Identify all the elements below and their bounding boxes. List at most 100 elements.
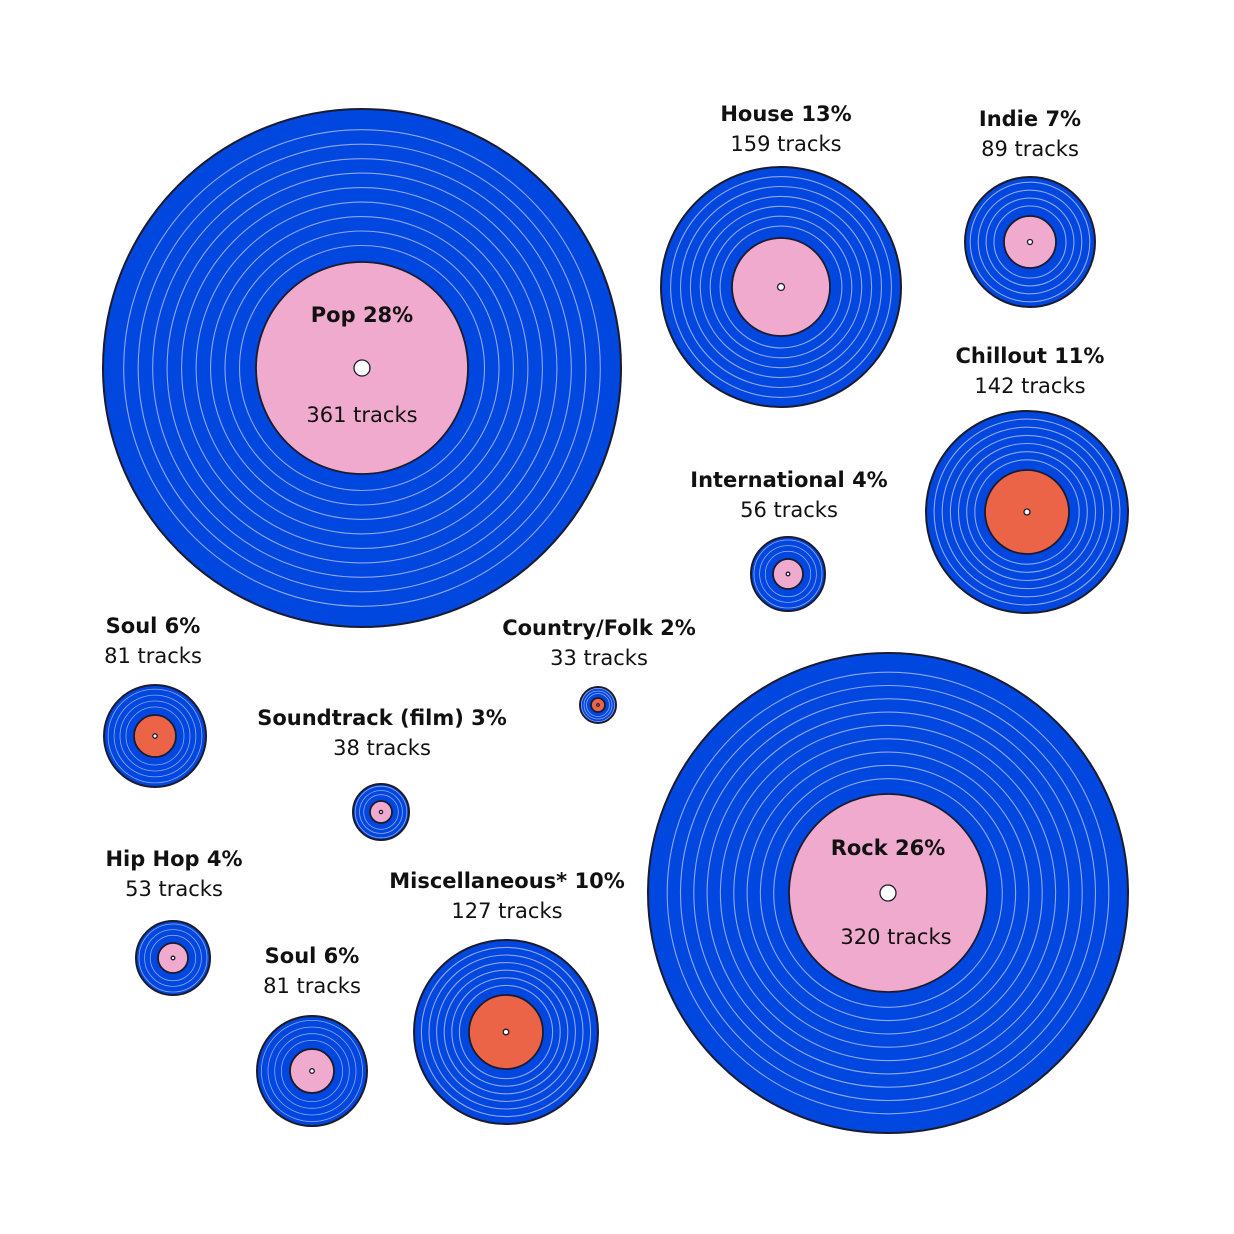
record-chillout: Chillout 11% 142 tracks xyxy=(925,344,1129,614)
spindle-hole xyxy=(785,571,791,577)
record-groove xyxy=(113,694,197,778)
record-groove xyxy=(107,688,203,784)
spindle-hole xyxy=(152,733,158,739)
record-groove xyxy=(759,545,817,603)
record-soul: Soul 6% 81 tracks xyxy=(103,614,207,788)
record-groove xyxy=(210,216,514,520)
genre-share-label: Soul 6% xyxy=(106,614,201,638)
record-pop: Pop 28% 361 tracks xyxy=(102,108,622,628)
record-groove xyxy=(138,923,208,993)
record-groove xyxy=(420,946,592,1118)
record-groove xyxy=(933,418,1121,606)
genre-share-label: Indie 7% xyxy=(979,107,1081,131)
track-count-label: 81 tracks xyxy=(263,974,361,998)
record-groove xyxy=(119,700,191,772)
genre-share-label: Miscellaneous* 10% xyxy=(389,869,624,893)
record-groove xyxy=(759,764,1017,1022)
genre-share-label: House 13% xyxy=(720,102,851,126)
record-groove xyxy=(966,451,1088,573)
record-groove xyxy=(586,693,610,717)
record-groove xyxy=(746,751,1030,1035)
record-groove xyxy=(363,794,399,830)
record-groove xyxy=(149,934,197,982)
record-groove xyxy=(670,176,892,398)
record-groove xyxy=(224,230,500,506)
record-groove xyxy=(581,688,616,723)
record-groove xyxy=(123,129,601,607)
record-groove xyxy=(181,187,543,549)
spindle-hole xyxy=(502,1028,510,1036)
spindle-hole xyxy=(353,359,371,377)
track-count-label: 127 tracks xyxy=(451,899,562,923)
record-groove xyxy=(451,977,561,1087)
record-soul: Soul 6% 81 tracks xyxy=(256,944,368,1127)
spindle-hole xyxy=(170,955,176,961)
record-groove xyxy=(733,738,1043,1048)
record-hip-hop: Hip Hop 4% 53 tracks xyxy=(105,847,243,996)
record-groove xyxy=(679,684,1097,1102)
record-groove xyxy=(699,205,863,369)
record-rock: Rock 26% 320 tracks xyxy=(647,652,1129,1134)
record-groove xyxy=(709,215,853,359)
record-house: House 13% 159 tracks xyxy=(660,102,902,408)
record-groove xyxy=(719,225,843,349)
record-groove xyxy=(458,984,554,1080)
record-groove xyxy=(693,698,1083,1088)
record-international: International 4% 56 tracks xyxy=(690,468,888,612)
record-groove xyxy=(773,778,1003,1008)
record-groove xyxy=(354,785,408,839)
genre-share-label: Pop 28% xyxy=(311,303,413,327)
record-groove xyxy=(706,711,1070,1075)
track-count-label: 159 tracks xyxy=(730,132,841,156)
track-count-label: 56 tracks xyxy=(740,498,838,522)
record-groove xyxy=(679,185,883,389)
record-groove xyxy=(764,550,812,598)
track-count-label: 361 tracks xyxy=(306,403,417,427)
record-groove xyxy=(689,195,873,379)
genre-share-label: Country/Folk 2% xyxy=(502,616,696,640)
genre-share-label: Soundtrack (film) 3% xyxy=(257,706,507,730)
record-groove xyxy=(443,969,569,1095)
record-groove xyxy=(260,1020,363,1123)
record-groove xyxy=(195,201,529,535)
record-groove xyxy=(166,172,558,564)
record-groove xyxy=(977,189,1083,295)
record-groove xyxy=(428,954,584,1110)
track-count-label: 142 tracks xyxy=(974,374,1085,398)
record-groove xyxy=(985,197,1075,287)
record-groove xyxy=(974,459,1080,565)
genre-share-label: International 4% xyxy=(690,468,887,492)
record-miscellaneous: Miscellaneous* 10% 127 tracks xyxy=(389,869,625,1125)
track-count-label: 81 tracks xyxy=(104,644,202,668)
track-count-label: 38 tracks xyxy=(333,736,431,760)
record-groove xyxy=(957,442,1097,582)
record-country-folk: Country/Folk 2% 33 tracks xyxy=(502,616,696,724)
record-groove xyxy=(583,690,613,720)
record-groove xyxy=(436,962,576,1102)
spindle-hole xyxy=(879,884,897,902)
record-groove xyxy=(753,539,823,609)
record-groove xyxy=(267,1026,357,1116)
record-groove xyxy=(969,181,1091,303)
track-count-label: 89 tracks xyxy=(981,137,1079,161)
spindle-hole xyxy=(596,703,600,707)
genre-share-label: Hip Hop 4% xyxy=(105,847,242,871)
record-groove xyxy=(949,434,1105,590)
track-count-label: 33 tracks xyxy=(550,646,648,670)
track-count-label: 53 tracks xyxy=(125,877,223,901)
record-groove xyxy=(137,143,587,593)
record-groove xyxy=(941,426,1113,598)
record-groove xyxy=(238,244,486,492)
spindle-hole xyxy=(378,809,384,815)
spindle-hole xyxy=(776,282,786,292)
record-indie: Indie 7% 89 tracks xyxy=(964,107,1096,308)
record-soundtrack-film: Soundtrack (film) 3% 38 tracks xyxy=(257,706,507,841)
record-groove xyxy=(719,724,1057,1062)
record-groove xyxy=(993,205,1067,279)
spindle-hole xyxy=(1026,238,1034,246)
spindle-hole xyxy=(309,1068,315,1074)
record-groove xyxy=(125,706,185,766)
record-groove xyxy=(152,158,572,578)
genre-share-label: Soul 6% xyxy=(265,944,360,968)
